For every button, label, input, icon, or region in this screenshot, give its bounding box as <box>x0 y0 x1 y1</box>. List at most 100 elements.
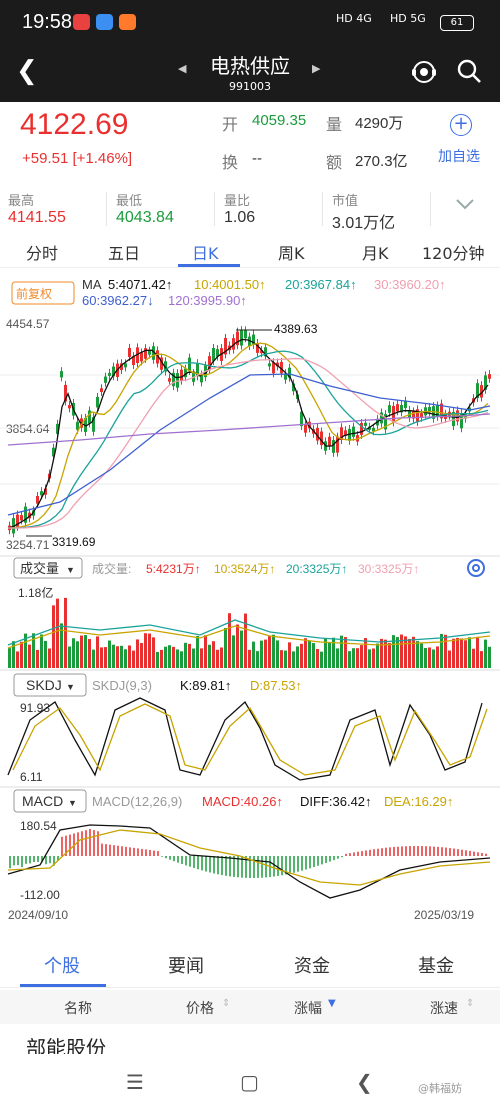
volume-bar <box>392 635 395 668</box>
volume-bar <box>416 641 419 668</box>
active-tab-indicator <box>20 984 106 987</box>
volume-bar <box>84 635 87 668</box>
next-stock-icon[interactable]: ▶ <box>312 62 321 75</box>
assistant-icon[interactable] <box>410 58 438 86</box>
column-speed[interactable]: 涨速 <box>430 1001 458 1017</box>
tab-five-day[interactable]: 五日 <box>108 244 141 263</box>
column-price[interactable]: 价格 <box>186 1001 214 1017</box>
volume-bar <box>108 640 111 668</box>
volume-bar <box>428 647 431 668</box>
volume-bar <box>248 649 251 668</box>
menu-icon[interactable]: ☰ <box>126 1070 144 1094</box>
volume-bar <box>24 633 27 668</box>
volume-bar <box>360 645 363 668</box>
back-icon[interactable]: ❮ <box>356 1070 373 1094</box>
candle-body <box>400 404 403 413</box>
add-watchlist-button[interactable]: 加自选 <box>438 149 480 165</box>
candle-body <box>284 373 287 380</box>
ma120-value: 120:3995.90↑ <box>168 293 247 308</box>
divider <box>106 192 107 226</box>
macd-axis-bottom: -112.00 <box>20 888 60 902</box>
settings-gear-icon[interactable] <box>467 559 485 577</box>
tab-funds-flow[interactable]: 资金 <box>294 956 330 977</box>
tab-120min[interactable]: 120分钟 <box>422 244 485 263</box>
tab-news[interactable]: 要闻 <box>168 956 204 977</box>
candle-body <box>260 350 263 354</box>
volume-bar <box>352 648 355 668</box>
volume-ma5: 5:4231万↑ <box>146 562 201 576</box>
macd-button[interactable] <box>13 789 87 813</box>
diff-value: DIFF:36.42↑ <box>300 794 372 809</box>
candle-body <box>304 424 307 433</box>
candle-body <box>96 396 99 408</box>
status-bar: 19:58 HD 4G HD 5G 61 <box>0 0 500 44</box>
volume-bar <box>448 650 451 668</box>
add-watchlist-icon[interactable]: + <box>450 114 472 136</box>
candle-body <box>60 371 63 378</box>
candle-body <box>328 436 331 446</box>
tab-funds[interactable]: 基金 <box>418 956 454 977</box>
search-icon[interactable] <box>456 58 482 84</box>
sort-icon[interactable]: ⇕ <box>222 998 231 1009</box>
volume-bar <box>440 633 443 668</box>
candle-body <box>276 362 279 367</box>
candle-body <box>280 361 283 374</box>
volume-bar <box>244 613 247 668</box>
kline-chart[interactable]: 前复权 MA 5:4071.42↑ 10:4001.50↑ 20:3967.84… <box>0 270 500 936</box>
volume-bar <box>384 639 387 668</box>
date-end: 2025/03/19 <box>414 908 474 922</box>
sort-desc-icon[interactable]: ▼ <box>328 998 336 1009</box>
candle-body <box>128 347 131 358</box>
skdj-k-value: K:89.81↑ <box>180 678 231 693</box>
prev-stock-icon[interactable]: ◀ <box>178 62 187 75</box>
candle-body <box>40 491 43 496</box>
volume-bar <box>96 636 99 668</box>
chevron-down-icon[interactable] <box>455 198 475 210</box>
volume-bar <box>356 648 359 668</box>
sort-icon[interactable]: ⇕ <box>466 998 475 1009</box>
candle-body <box>20 515 23 521</box>
tab-intraday[interactable]: 分时 <box>26 244 59 263</box>
candle-body <box>104 376 107 383</box>
high-label: 最高 <box>8 194 35 209</box>
ma30-line <box>8 357 489 529</box>
volume-bar <box>216 649 219 668</box>
volume-bar <box>456 637 459 668</box>
table-row-name[interactable]: 部能股份 <box>26 1036 106 1054</box>
turnover-label: 换 <box>222 153 239 172</box>
volume-bar <box>116 646 119 668</box>
volume-bar <box>68 646 71 668</box>
divider <box>322 192 323 226</box>
tab-daily-k[interactable]: 日K <box>192 244 219 263</box>
home-icon[interactable]: ▢ <box>240 1070 259 1094</box>
app-notification-icon <box>96 14 113 30</box>
volume-bar <box>208 644 211 668</box>
skdj-button[interactable] <box>13 673 87 697</box>
volume-bar <box>172 646 175 668</box>
volume-button[interactable] <box>13 557 83 579</box>
table-header: 名称 价格 ⇕ 涨幅 ▼ 涨速 ⇕ <box>0 990 500 1024</box>
volume-bar <box>460 638 463 668</box>
column-change[interactable]: 涨幅 <box>294 1001 322 1017</box>
volume-bar <box>272 634 275 668</box>
tab-stocks[interactable]: 个股 <box>44 956 80 977</box>
column-name[interactable]: 名称 <box>64 1001 92 1017</box>
back-arrow-icon[interactable]: ❮ <box>16 56 38 86</box>
candle-body <box>244 330 247 339</box>
volume-bar <box>468 637 471 668</box>
volume-ma-line <box>7 619 491 646</box>
candle-body <box>480 385 483 398</box>
candle-body <box>412 411 415 419</box>
adjust-button[interactable] <box>11 281 75 305</box>
volume-bar <box>252 641 255 668</box>
candle-body <box>404 400 407 409</box>
tab-monthly-k[interactable]: 月K <box>362 244 389 263</box>
volume-bar <box>128 645 131 668</box>
volume-bar <box>308 640 311 668</box>
candle-body <box>152 346 155 360</box>
volume-bar <box>112 644 115 668</box>
tab-weekly-k[interactable]: 周K <box>278 244 305 263</box>
volume-bar <box>100 647 103 668</box>
volume-bar <box>236 624 239 668</box>
amount-label: 额 <box>326 153 343 172</box>
